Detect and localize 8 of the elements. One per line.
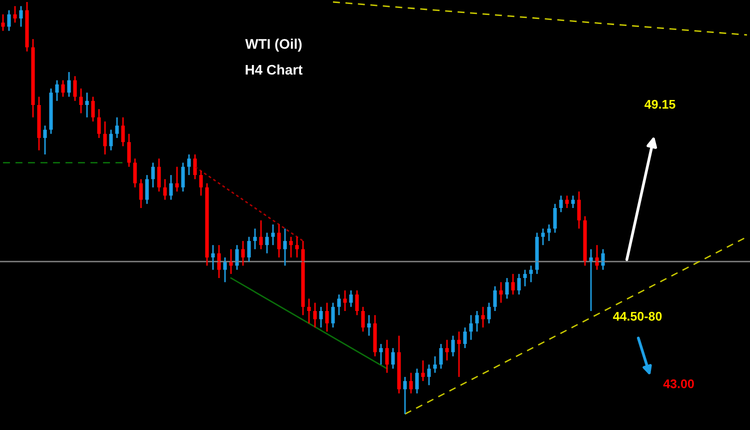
annotation: 44.50-80 (613, 312, 662, 321)
candlestick (541, 228, 545, 246)
text: H4 Chart (246, 64, 303, 75)
candlestick (271, 224, 275, 246)
annotation: 43.00 (663, 379, 694, 388)
annotation: 49.15 (644, 100, 676, 109)
candlestick (343, 290, 347, 312)
text: WTI (Oil) (245, 38, 302, 52)
